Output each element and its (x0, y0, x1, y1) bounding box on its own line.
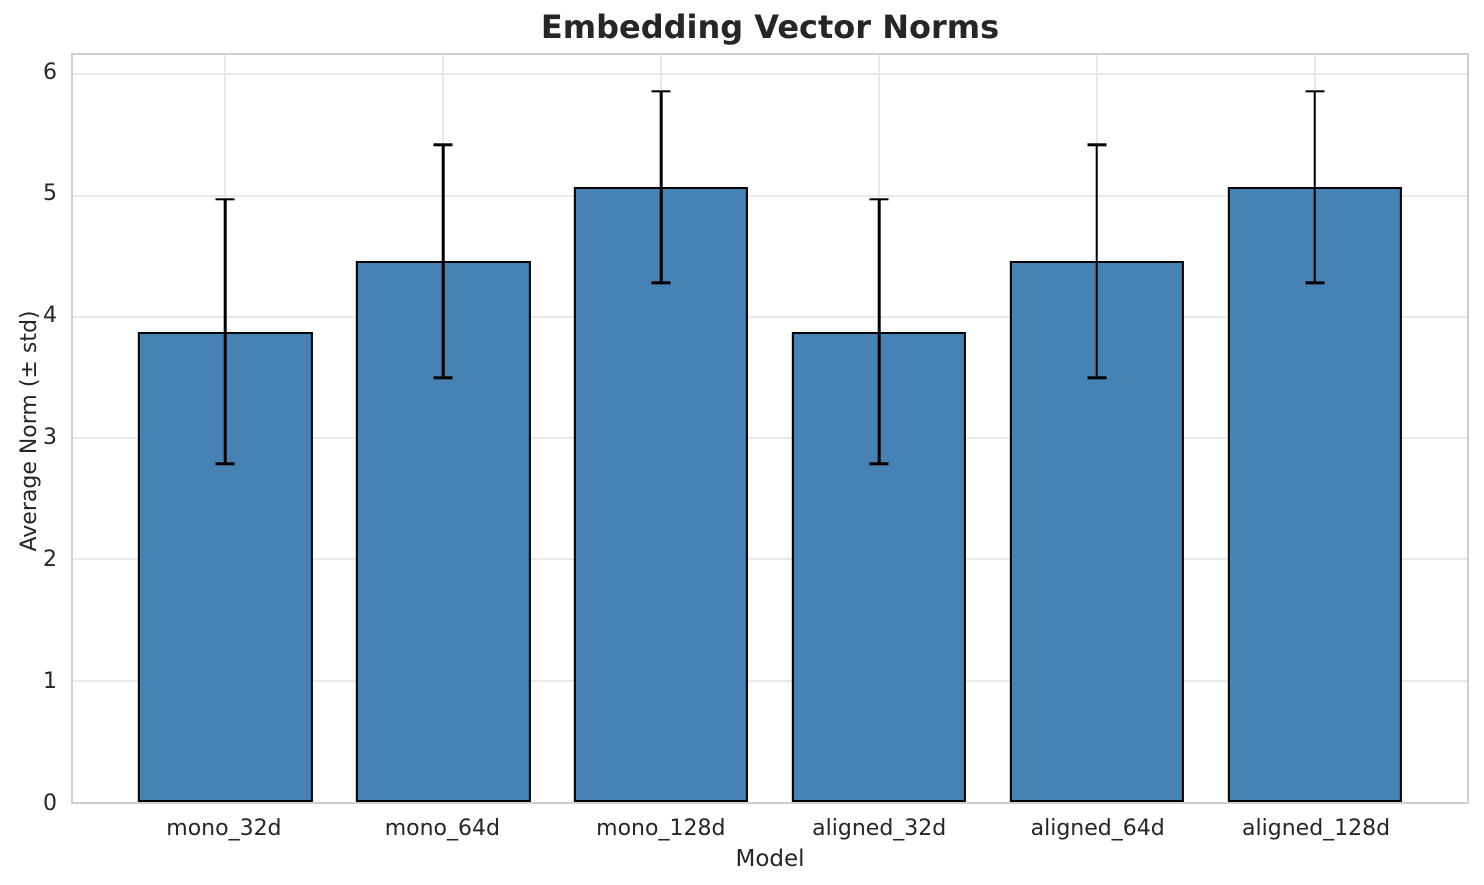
plot-area (71, 53, 1469, 804)
x-tick-label: mono_32d (166, 816, 282, 841)
y-axis-ticks: 0 1 2 3 4 5 6 (0, 53, 57, 814)
chart-title: Embedding Vector Norms (540, 8, 1000, 46)
y-tick-label: 4 (43, 303, 57, 329)
error-cap-top (215, 198, 235, 201)
x-tick-label: aligned_128d (1242, 816, 1391, 841)
h-gridline (73, 558, 1467, 561)
y-tick-label: 5 (43, 181, 57, 207)
h-gridline (73, 73, 1467, 76)
x-tick-label: aligned_64d (1030, 816, 1165, 841)
error-cap-bottom (215, 462, 235, 465)
error-cap-top (1087, 143, 1107, 147)
error-cap-bottom (1087, 376, 1107, 379)
y-tick-label: 2 (43, 547, 57, 573)
error-bar (1095, 144, 1099, 378)
error-bar (659, 91, 663, 283)
bars-layer (73, 55, 1467, 802)
error-cap-bottom (433, 376, 453, 379)
x-axis-ticks: mono_32d mono_64d mono_128d aligned_32d alig… (71, 804, 1469, 846)
error-cap-top (651, 90, 671, 93)
h-gridline (73, 194, 1467, 197)
h-gridline (73, 437, 1467, 440)
error-cap-bottom (651, 281, 671, 285)
y-tick-label: 1 (43, 669, 57, 695)
x-tick-label: mono_128d (596, 816, 726, 841)
y-tick-label: 3 (43, 425, 57, 451)
h-gridline (73, 679, 1467, 682)
error-cap-bottom (1305, 281, 1325, 285)
y-tick-label: 6 (43, 59, 57, 85)
error-cap-top (869, 198, 889, 201)
error-bar (224, 199, 227, 464)
x-tick-label: mono_64d (384, 816, 500, 841)
y-tick-label: 0 (43, 791, 57, 816)
h-gridline (73, 315, 1467, 318)
error-bar (1313, 91, 1316, 283)
error-cap-top (433, 143, 453, 147)
x-axis-label: Model (735, 846, 805, 872)
x-tick-label: aligned_32d (812, 816, 947, 841)
error-bar (877, 199, 881, 464)
bar (573, 187, 749, 802)
error-bar (441, 144, 445, 378)
error-cap-bottom (869, 462, 889, 465)
error-cap-top (1305, 90, 1325, 93)
